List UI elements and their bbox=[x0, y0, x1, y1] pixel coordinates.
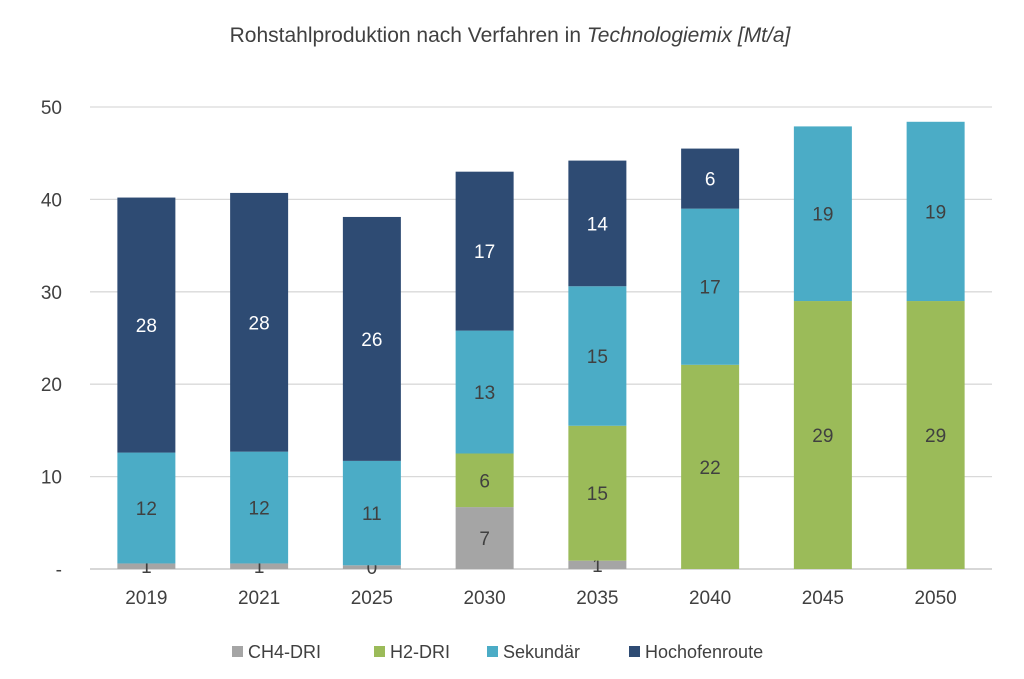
legend-swatch bbox=[629, 646, 640, 657]
y-tick-label: 50 bbox=[41, 98, 62, 119]
legend-swatch bbox=[374, 646, 385, 657]
x-axis: 2019 2021 2025 2030 2035 2040 2045 2050 bbox=[125, 588, 957, 609]
data-label: 12 bbox=[136, 499, 157, 520]
bar-segment bbox=[117, 197, 176, 453]
data-label: 7 bbox=[479, 529, 490, 550]
bar-segment bbox=[455, 171, 514, 331]
x-tick-label: 2025 bbox=[351, 588, 393, 609]
legend-swatch bbox=[232, 646, 243, 657]
data-label: 1 bbox=[141, 557, 152, 578]
x-tick-label: 2019 bbox=[125, 588, 167, 609]
y-tick-label: 20 bbox=[41, 375, 62, 396]
data-label: 6 bbox=[705, 170, 716, 191]
legend-label: Hochofenroute bbox=[645, 642, 763, 662]
data-label: 11 bbox=[362, 504, 382, 525]
y-tick-label: 40 bbox=[41, 190, 62, 211]
legend-swatch bbox=[487, 646, 498, 657]
bar-segment bbox=[342, 216, 401, 461]
bar-segment bbox=[455, 507, 514, 569]
data-label: 19 bbox=[812, 205, 833, 226]
bar-segment bbox=[568, 560, 627, 569]
legend: CH4-DRI H2-DRI Sekundär Hochofenroute bbox=[232, 642, 763, 662]
data-label: 6 bbox=[479, 471, 490, 492]
data-label: 15 bbox=[587, 347, 608, 368]
bar-segment bbox=[681, 364, 740, 569]
data-label: 26 bbox=[361, 330, 382, 351]
bar-segment bbox=[568, 425, 627, 561]
data-label: 28 bbox=[136, 316, 157, 337]
bar-segment bbox=[117, 452, 176, 564]
data-label: 29 bbox=[925, 426, 946, 447]
bar-segment bbox=[681, 208, 740, 365]
legend-label: CH4-DRI bbox=[248, 642, 321, 662]
bar-segment bbox=[906, 121, 965, 302]
data-label: 15 bbox=[587, 484, 608, 505]
bar-segment bbox=[455, 453, 514, 508]
bar-segment bbox=[455, 330, 514, 454]
bar-segment bbox=[117, 563, 176, 569]
data-label: 12 bbox=[249, 499, 270, 520]
bar-segment bbox=[230, 451, 289, 564]
bar-segment bbox=[342, 460, 401, 566]
y-tick-label: 10 bbox=[41, 468, 62, 489]
data-label: 29 bbox=[812, 426, 833, 447]
x-tick-label: 2021 bbox=[238, 588, 280, 609]
data-label: 19 bbox=[925, 202, 946, 223]
bar-segment bbox=[568, 160, 627, 287]
bar-segment bbox=[793, 126, 852, 302]
x-tick-label: 2030 bbox=[463, 588, 505, 609]
chart-title: Rohstahlproduktion nach Verfahren in Tec… bbox=[230, 24, 792, 47]
x-tick-label: 2050 bbox=[914, 588, 956, 609]
data-label: 1 bbox=[592, 556, 603, 577]
bar-segment bbox=[230, 192, 289, 452]
data-label: 0 bbox=[367, 558, 378, 579]
legend-label: H2-DRI bbox=[390, 642, 450, 662]
x-tick-label: 2040 bbox=[689, 588, 731, 609]
y-axis: - 10 20 30 40 50 bbox=[41, 98, 62, 581]
data-label: 1 bbox=[254, 557, 265, 578]
bars: 1 12 28 1 12 28 0 11 26 7 6 13 17 1 15 15 14 22 17 6 29 19 29 1… bbox=[117, 121, 965, 579]
y-tick-label: 30 bbox=[41, 283, 62, 304]
data-label: 14 bbox=[587, 214, 609, 235]
bar-segment bbox=[230, 563, 289, 569]
bar-segment bbox=[793, 301, 852, 569]
bar-segment bbox=[906, 301, 965, 569]
bar-segment bbox=[342, 565, 401, 569]
data-label: 28 bbox=[249, 313, 270, 334]
gridlines bbox=[90, 106, 992, 570]
bar-segment bbox=[568, 286, 627, 426]
data-label: 22 bbox=[700, 458, 721, 479]
x-tick-label: 2045 bbox=[802, 588, 844, 609]
x-tick-label: 2035 bbox=[576, 588, 618, 609]
data-label: 17 bbox=[700, 278, 721, 299]
bar-segment bbox=[681, 148, 740, 209]
data-label: 17 bbox=[474, 242, 495, 263]
data-label: 13 bbox=[474, 383, 495, 404]
y-tick-label: - bbox=[56, 560, 62, 581]
legend-label: Sekundär bbox=[503, 642, 580, 662]
